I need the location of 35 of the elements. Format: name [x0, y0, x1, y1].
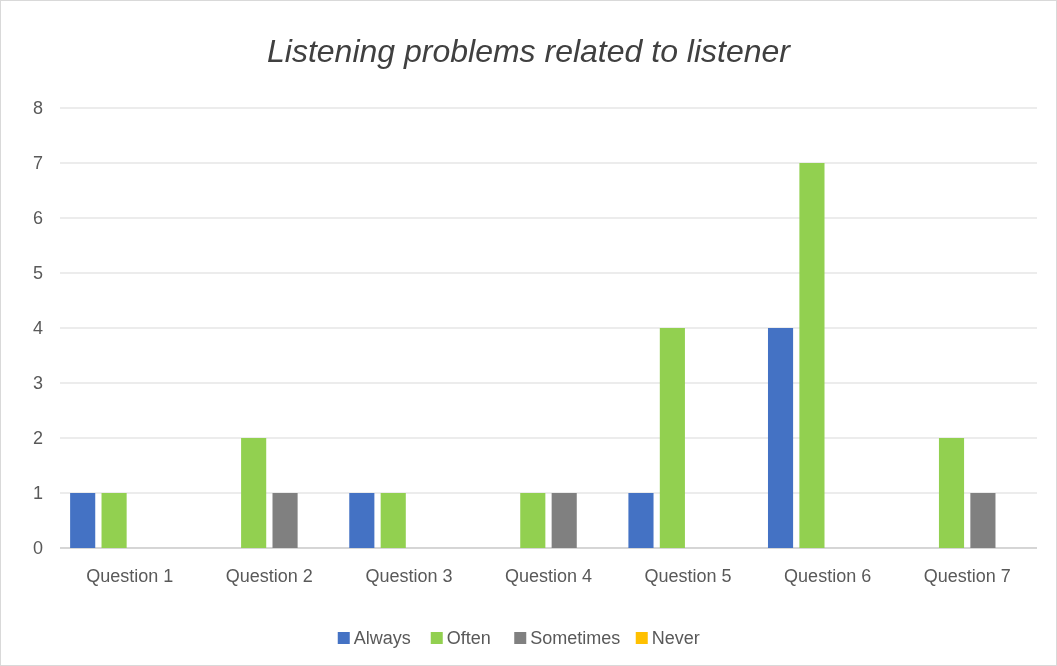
- bar: [349, 493, 375, 548]
- x-tick-label: Question 2: [225, 566, 313, 586]
- chart-title: Listening problems related to listener: [267, 33, 792, 69]
- x-tick-label: Question 4: [504, 566, 593, 586]
- bar: [101, 493, 127, 548]
- legend-label: Always: [353, 628, 411, 649]
- y-tick-label: 4: [32, 318, 44, 339]
- legend-label: Sometimes: [530, 628, 621, 649]
- y-tick-label: 5: [32, 263, 44, 284]
- x-tick-label: Question 5: [644, 566, 732, 586]
- bar: [70, 493, 96, 548]
- x-tick-label: Question 1: [86, 566, 174, 586]
- bar: [380, 493, 406, 548]
- x-tick-label: Question 3: [365, 566, 453, 586]
- bar: [272, 493, 298, 548]
- bar: [970, 493, 996, 548]
- y-tick-label: 0: [32, 538, 44, 559]
- legend-label: Often: [446, 628, 491, 649]
- bar: [551, 493, 577, 548]
- legend-label: Never: [651, 628, 700, 649]
- bar: [799, 163, 825, 548]
- y-tick-label: 3: [32, 373, 44, 394]
- y-tick-label: 2: [32, 428, 44, 449]
- y-tick-label: 7: [32, 153, 44, 174]
- bar: [628, 493, 654, 548]
- bar: [659, 328, 685, 548]
- bar: [520, 493, 546, 548]
- x-tick-label: Question 7: [923, 566, 1011, 586]
- bar: [241, 438, 267, 548]
- y-tick-label: 6: [32, 208, 44, 229]
- y-tick-label: 1: [32, 483, 44, 504]
- bar: [938, 438, 965, 548]
- bar: [767, 328, 794, 548]
- x-tick-label: Question 6: [784, 566, 872, 586]
- y-tick-label: 8: [32, 98, 44, 119]
